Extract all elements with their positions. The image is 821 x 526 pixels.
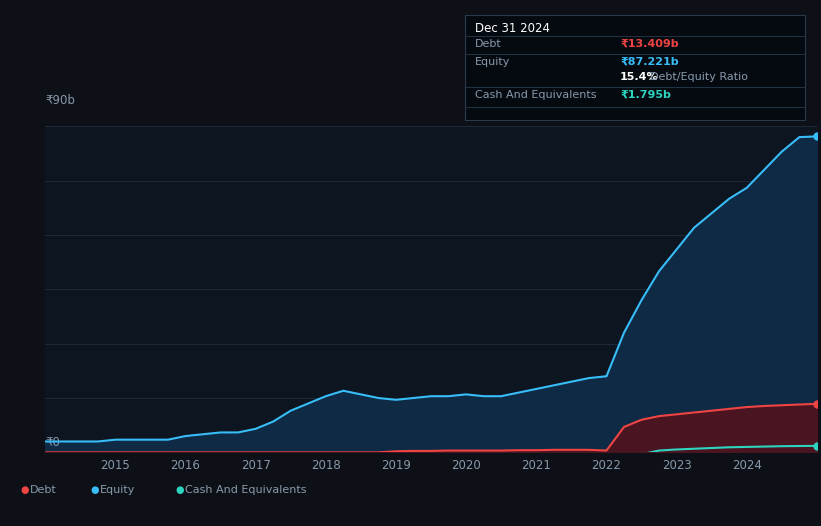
Text: ●: ● <box>175 485 184 495</box>
Text: Cash And Equivalents: Cash And Equivalents <box>475 90 597 100</box>
Text: Dec 31 2024: Dec 31 2024 <box>475 22 550 35</box>
Text: ₹0: ₹0 <box>45 436 60 449</box>
Text: ₹90b: ₹90b <box>45 94 75 107</box>
Text: ₹13.409b: ₹13.409b <box>620 39 679 49</box>
Text: ●: ● <box>90 485 99 495</box>
Text: ₹1.795b: ₹1.795b <box>620 90 671 100</box>
Text: Cash And Equivalents: Cash And Equivalents <box>185 485 306 495</box>
Text: Debt/Equity Ratio: Debt/Equity Ratio <box>650 72 748 82</box>
Text: Debt: Debt <box>475 39 502 49</box>
Text: Equity: Equity <box>475 57 511 67</box>
Text: Equity: Equity <box>100 485 135 495</box>
Text: Debt: Debt <box>30 485 57 495</box>
Text: ●: ● <box>20 485 29 495</box>
Text: 15.4%: 15.4% <box>620 72 658 82</box>
Text: ₹87.221b: ₹87.221b <box>620 57 679 67</box>
